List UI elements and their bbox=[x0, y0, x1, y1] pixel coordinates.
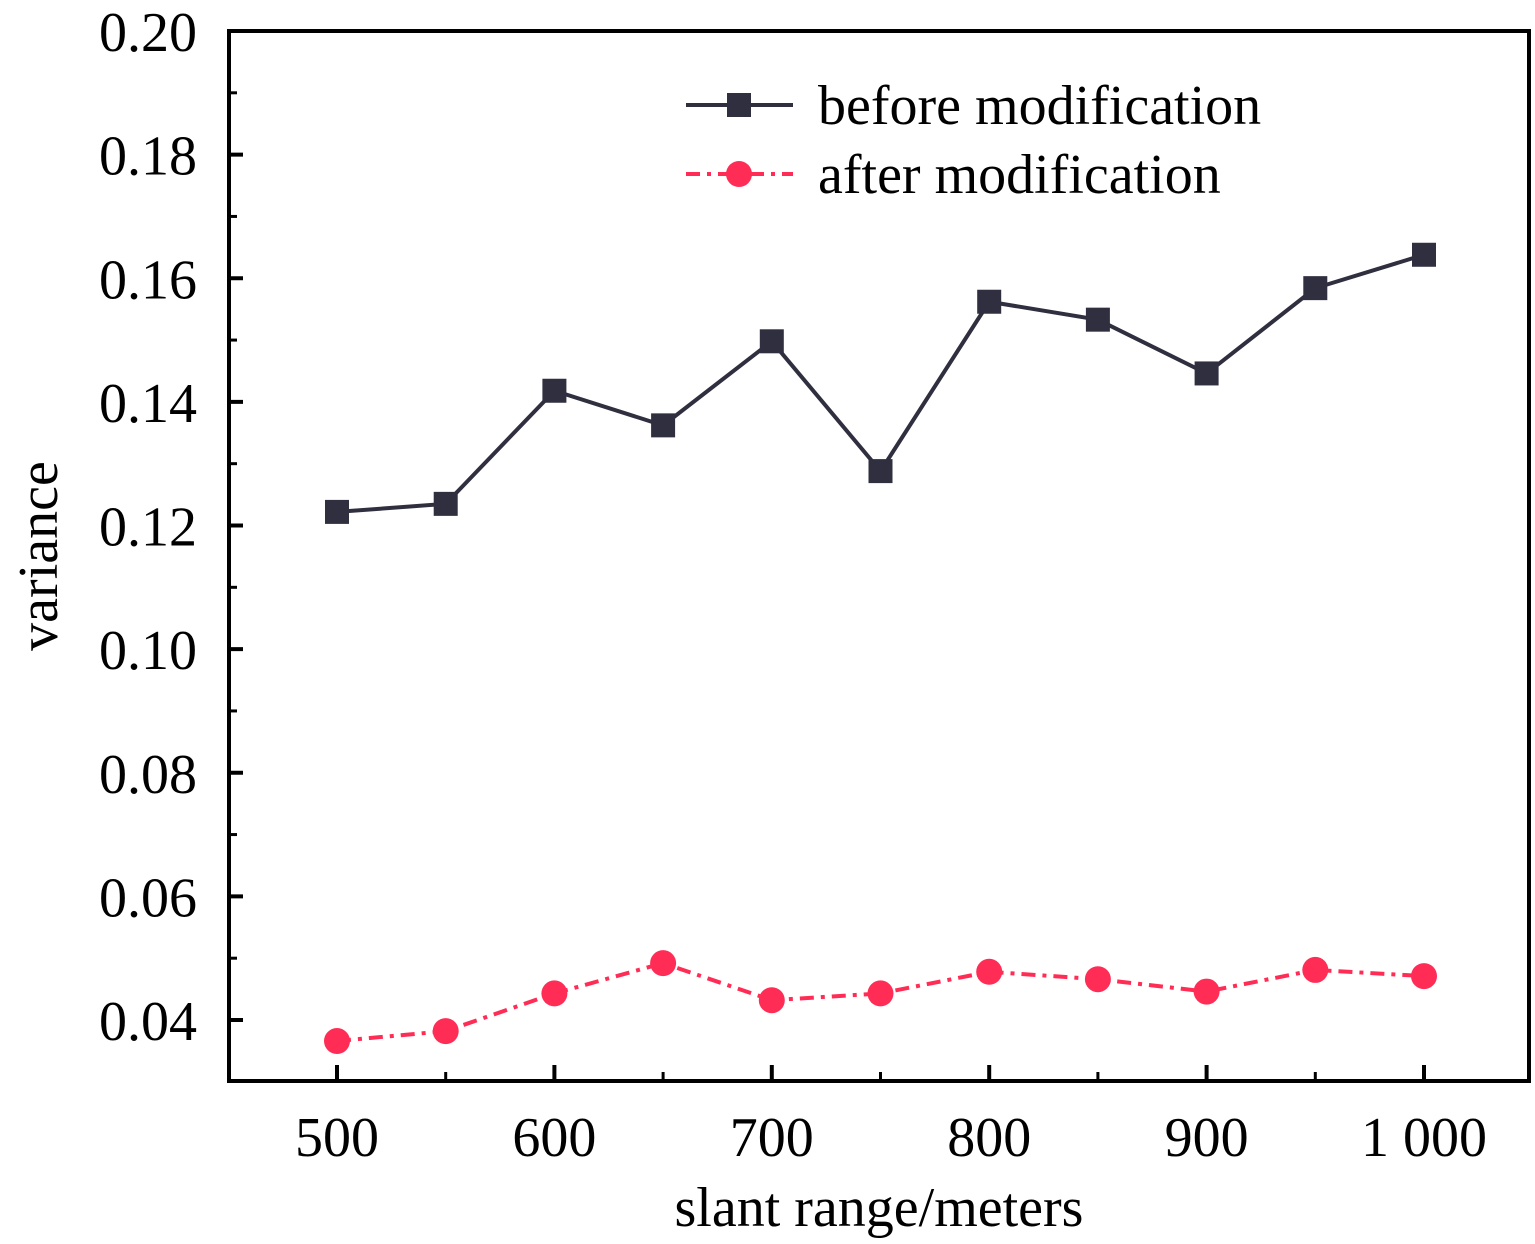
y-axis-title: variance bbox=[8, 461, 70, 651]
y-tick-label: 0.16 bbox=[99, 249, 197, 311]
y-tick-label: 0.10 bbox=[99, 620, 197, 682]
x-axis: 500 600 700 800 900 1 000 bbox=[295, 1065, 1487, 1169]
y-tick-label: 0.14 bbox=[99, 373, 197, 435]
data-point-square bbox=[1303, 276, 1328, 301]
data-point-square bbox=[1412, 242, 1436, 267]
data-point-circle bbox=[867, 980, 894, 1007]
x-tick-label: 1 000 bbox=[1361, 1107, 1487, 1169]
data-point-circle bbox=[541, 980, 568, 1007]
y-tick-label: 0.18 bbox=[99, 126, 197, 188]
y-tick-label: 0.06 bbox=[99, 867, 197, 929]
data-point-square bbox=[651, 413, 676, 438]
plot-area bbox=[324, 242, 1437, 1055]
data-point-circle bbox=[432, 1018, 459, 1045]
data-point-square bbox=[1085, 307, 1110, 332]
data-point-circle bbox=[650, 950, 677, 977]
data-point-circle bbox=[976, 958, 1003, 985]
y-tick-label: 0.20 bbox=[99, 2, 197, 64]
data-point-circle bbox=[758, 987, 785, 1014]
data-point-square bbox=[868, 459, 893, 484]
y-tick-label: 0.08 bbox=[99, 744, 197, 806]
data-point-circle bbox=[1084, 966, 1111, 993]
data-point-circle bbox=[1302, 956, 1329, 983]
data-point-square bbox=[1194, 361, 1219, 386]
data-point-square bbox=[542, 378, 567, 403]
legend: before modification after modification bbox=[686, 75, 1261, 206]
x-tick-label: 900 bbox=[1165, 1107, 1249, 1169]
x-tick-label: 800 bbox=[947, 1107, 1031, 1169]
legend-label: after modification bbox=[818, 144, 1221, 206]
data-point-square bbox=[433, 491, 458, 516]
x-tick-label: 600 bbox=[512, 1107, 596, 1169]
data-point-circle bbox=[324, 1028, 350, 1055]
x-axis-title: slant range/meters bbox=[675, 1177, 1084, 1239]
data-point-circle bbox=[1193, 978, 1220, 1005]
x-tick-label: 500 bbox=[295, 1107, 379, 1169]
y-axis: 0.04 0.06 0.08 0.10 0.12 0.14 0.16 0.18 0.20 bbox=[99, 2, 243, 1053]
legend-label: before modification bbox=[818, 75, 1261, 137]
data-point-square bbox=[325, 499, 349, 524]
legend-marker-square bbox=[727, 93, 751, 117]
data-point-square bbox=[759, 329, 784, 354]
data-point-square bbox=[977, 289, 1002, 314]
y-tick-label: 0.12 bbox=[99, 497, 197, 559]
data-point-circle bbox=[1411, 963, 1437, 990]
y-tick-label: 0.04 bbox=[99, 991, 197, 1053]
legend-marker-circle bbox=[726, 161, 752, 187]
x-tick-label: 700 bbox=[730, 1107, 814, 1169]
